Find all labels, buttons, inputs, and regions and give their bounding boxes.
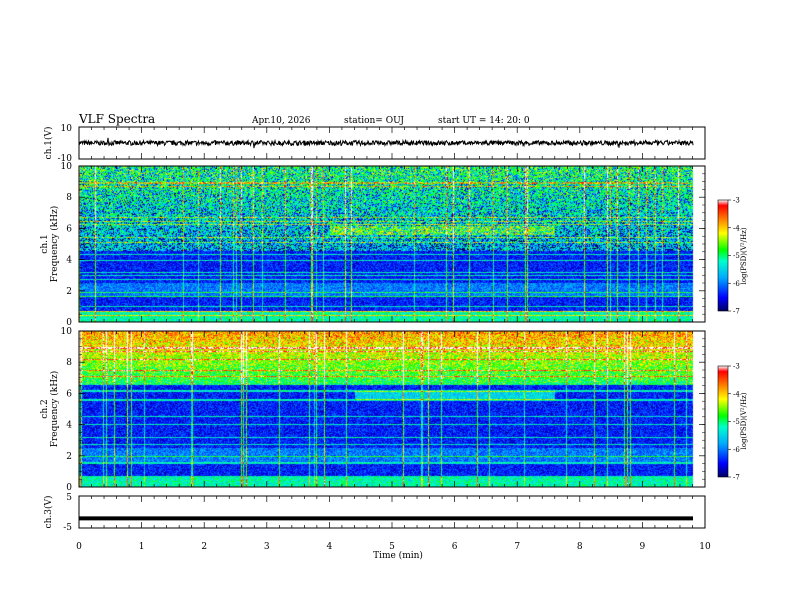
x-tick-label: 10 — [699, 542, 711, 552]
ch1-ylabel-frequency: Frequency (kHz) — [49, 206, 60, 283]
y-tick-label: 6 — [66, 224, 72, 234]
y-tick-label: 4 — [66, 256, 72, 266]
colorbar-tick-label: -3 — [733, 363, 740, 371]
y-tick-label: 10 — [61, 162, 73, 172]
ch2-yticks: 0 2 4 6 8 10 — [61, 327, 705, 493]
ch1-yticks: 0 2 4 6 8 10 — [61, 162, 705, 328]
y-tick-label: 10 — [61, 327, 73, 337]
ch2-spectrogram-image — [79, 331, 705, 487]
ch1-colorbar-ticks: -3 -4 -5 -6 -7 — [728, 197, 740, 316]
x-axis-label: Time (min) — [373, 550, 423, 561]
header-start-time: start UT = 14: 20: 0 — [438, 116, 530, 126]
x-tick-label: 3 — [264, 542, 270, 552]
ch3v-ylabel: ch.3(V) — [43, 496, 54, 529]
panel-ch1-voltage: 10 -10 ch.1(V) — [43, 124, 706, 164]
ch2-colorbar-ticks: -3 -4 -5 -6 -7 — [728, 363, 740, 482]
colorbar-tick-label: -5 — [733, 418, 740, 426]
x-tick-label: 0 — [76, 542, 82, 552]
ch2-ylabel-channel: ch.2 — [40, 399, 50, 418]
y-tick-label: 2 — [66, 287, 72, 297]
y-tick-label: 6 — [66, 389, 72, 399]
ch1v-ytick-bottom: -10 — [58, 154, 73, 164]
y-tick-label: 8 — [66, 193, 72, 203]
x-axis-tick-labels: 0 1 2 3 4 5 6 7 8 9 10 — [76, 542, 711, 552]
ch1-voltage-trace — [78, 137, 694, 149]
header-station: station= OUJ — [344, 116, 404, 126]
colorbar-tick-label: -7 — [733, 474, 740, 482]
ch3v-ytick-top: 5 — [66, 493, 72, 503]
y-tick-label: 2 — [66, 452, 72, 462]
x-tick-label: 1 — [139, 542, 145, 552]
y-tick-label: 8 — [66, 358, 72, 368]
header-date: Apr.10, 2026 — [251, 116, 311, 126]
x-tick-label: 8 — [577, 542, 583, 552]
colorbar-tick-label: -4 — [733, 390, 740, 398]
panel-ch3-voltage: 5 -5 ch.3(V) — [43, 493, 706, 533]
y-tick-label: 4 — [66, 421, 72, 431]
x-tick-label: 5 — [389, 542, 395, 552]
x-tick-label: 9 — [640, 542, 646, 552]
ch3v-xticks — [78, 496, 706, 528]
figure-title: VLF Spectra — [78, 112, 155, 126]
ch2-ylabel-frequency: Frequency (kHz) — [49, 371, 60, 448]
colorbar-tick-label: -6 — [733, 280, 740, 288]
y-tick-label: 0 — [66, 483, 72, 493]
ch2-xticks — [78, 331, 706, 487]
ch1-colorbar-label: log(PSD)(V²/Hz) — [740, 227, 748, 284]
x-tick-label: 4 — [327, 542, 333, 552]
ch1v-ylabel: ch.1(V) — [43, 127, 54, 160]
colorbar-tick-label: -7 — [733, 308, 740, 316]
colorbar-tick-label: -5 — [733, 252, 740, 260]
colorbar-tick-label: -6 — [733, 446, 740, 454]
ch1v-xticks — [78, 127, 706, 159]
ch2-colorbar-label: log(PSD)(V²/Hz) — [740, 392, 748, 449]
ch1-ylabel-channel: ch.1 — [40, 234, 50, 253]
ch1-colorbar — [717, 199, 729, 312]
x-tick-label: 7 — [514, 542, 520, 552]
ch1-xticks — [78, 166, 706, 322]
ch1-spectrogram-image — [79, 166, 705, 322]
ch2-colorbar — [717, 365, 729, 478]
colorbar-tick-label: -3 — [733, 197, 740, 205]
x-tick-label: 2 — [201, 542, 207, 552]
colorbar-tick-label: -4 — [733, 224, 740, 232]
ch3v-ytick-bottom: -5 — [63, 523, 72, 533]
y-tick-label: 0 — [66, 318, 72, 328]
x-tick-label: 6 — [452, 542, 458, 552]
ch1v-ytick-top: 10 — [61, 124, 73, 134]
